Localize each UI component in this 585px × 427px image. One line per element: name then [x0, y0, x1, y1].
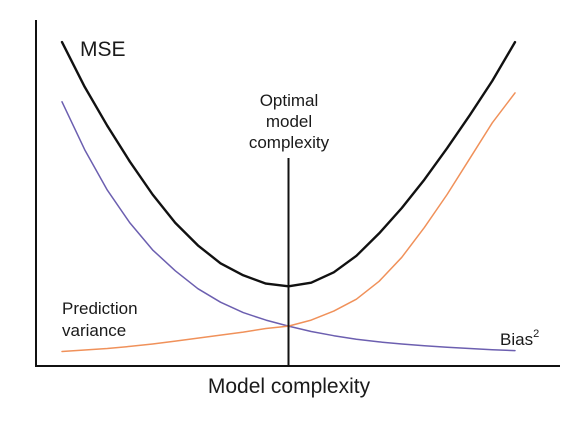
plot-area — [35, 20, 560, 367]
prediction-variance-label-line1: Prediction — [62, 299, 138, 318]
bias-label-superscript: 2 — [533, 328, 539, 340]
x-axis-label: Model complexity — [208, 375, 371, 398]
bias-label-text: Bias — [500, 330, 533, 349]
optimal-label-line2: model — [266, 112, 312, 131]
optimal-label-line3: complexity — [249, 133, 330, 152]
mse-label: MSE — [80, 38, 126, 61]
bias-squared-label: Bias2 — [500, 328, 539, 349]
prediction-variance-label-line2: variance — [62, 321, 126, 340]
optimal-label-line1: Optimal — [260, 91, 319, 110]
